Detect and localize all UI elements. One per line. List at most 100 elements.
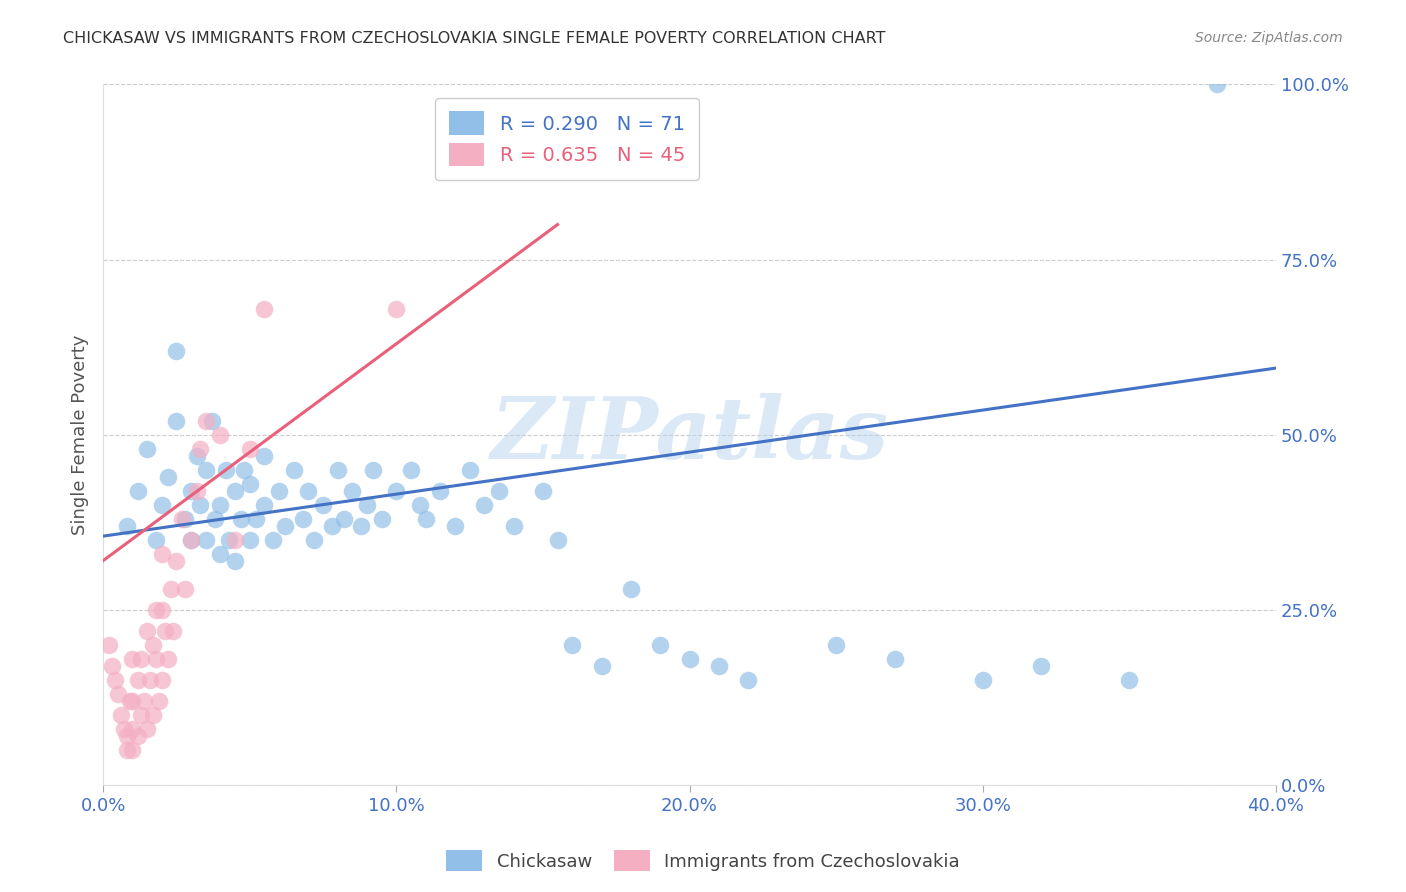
Point (332, 511, 354, 525)
Point (153, 624, 176, 638)
Text: ZIPatlas: ZIPatlas (491, 392, 889, 476)
Point (188, 498, 211, 512)
Point (121, 722, 143, 736)
Text: Source: ZipAtlas.com: Source: ZipAtlas.com (1195, 31, 1343, 45)
Point (356, 498, 378, 512)
Point (194, 462, 217, 476)
Point (399, 462, 422, 476)
Point (239, 476, 262, 491)
Point (180, 533, 202, 547)
Point (127, 483, 149, 498)
Point (326, 462, 349, 476)
Point (165, 554, 187, 568)
Point (444, 518, 467, 533)
Point (186, 449, 208, 463)
Point (458, 462, 481, 476)
Point (531, 483, 554, 498)
Point (370, 511, 392, 525)
Point (350, 518, 373, 533)
Point (145, 533, 167, 547)
Point (321, 518, 343, 533)
Point (159, 582, 181, 596)
Point (385, 483, 408, 498)
Point (115, 729, 138, 743)
Text: CHICKASAW VS IMMIGRANTS FROM CZECHOSLOVAKIA SINGLE FEMALE POVERTY CORRELATION CH: CHICKASAW VS IMMIGRANTS FROM CZECHOSLOVA… (63, 31, 886, 46)
Point (215, 462, 238, 476)
Point (232, 462, 254, 476)
Point (118, 694, 141, 708)
Point (129, 651, 152, 665)
Point (145, 651, 167, 665)
Point (472, 498, 495, 512)
Point (283, 462, 305, 476)
Point (209, 547, 232, 561)
Point (561, 638, 583, 652)
Point (121, 743, 143, 757)
Point (239, 533, 262, 547)
Point (127, 729, 149, 743)
Point (145, 602, 167, 616)
Point (224, 533, 246, 547)
Point (737, 673, 759, 687)
Point (98, 638, 121, 652)
Point (224, 554, 246, 568)
Point (274, 518, 297, 533)
Point (150, 547, 173, 561)
Point (150, 498, 173, 512)
Point (224, 483, 246, 498)
Point (165, 414, 187, 428)
Point (127, 673, 149, 687)
Point (502, 518, 524, 533)
Y-axis label: Single Female Poverty: Single Female Poverty (72, 334, 89, 535)
Point (591, 658, 613, 673)
Point (547, 533, 569, 547)
Point (1206, 78, 1229, 92)
Point (229, 511, 252, 525)
Point (267, 483, 290, 498)
Point (204, 511, 226, 525)
Point (188, 442, 211, 456)
Point (1031, 658, 1053, 673)
Point (650, 638, 672, 652)
Point (342, 483, 364, 498)
Point (148, 694, 170, 708)
Point (180, 533, 202, 547)
Point (174, 511, 197, 525)
Point (253, 301, 276, 316)
Point (218, 533, 240, 547)
Point (245, 511, 267, 525)
Point (291, 511, 314, 525)
Point (239, 442, 262, 456)
Point (162, 624, 184, 638)
Point (201, 414, 224, 428)
Point (297, 483, 319, 498)
Point (1118, 673, 1140, 687)
Point (302, 533, 325, 547)
Point (186, 483, 208, 498)
Point (156, 651, 179, 665)
Point (678, 651, 700, 665)
Point (415, 511, 437, 525)
Point (825, 638, 848, 652)
Point (253, 449, 276, 463)
Point (194, 533, 217, 547)
Point (209, 498, 232, 512)
Point (136, 442, 159, 456)
Point (620, 582, 643, 596)
Point (121, 694, 143, 708)
Point (172, 511, 194, 525)
Point (136, 722, 159, 736)
Point (312, 498, 335, 512)
Legend: R = 0.290   N = 71, R = 0.635   N = 45: R = 0.290 N = 71, R = 0.635 N = 45 (436, 97, 699, 180)
Point (115, 743, 138, 757)
Point (134, 694, 156, 708)
Point (142, 707, 165, 722)
Point (262, 533, 284, 547)
Point (385, 301, 408, 316)
Point (180, 483, 202, 498)
Point (142, 638, 165, 652)
Point (707, 658, 730, 673)
Point (112, 722, 135, 736)
Point (174, 582, 197, 596)
Point (107, 687, 129, 701)
